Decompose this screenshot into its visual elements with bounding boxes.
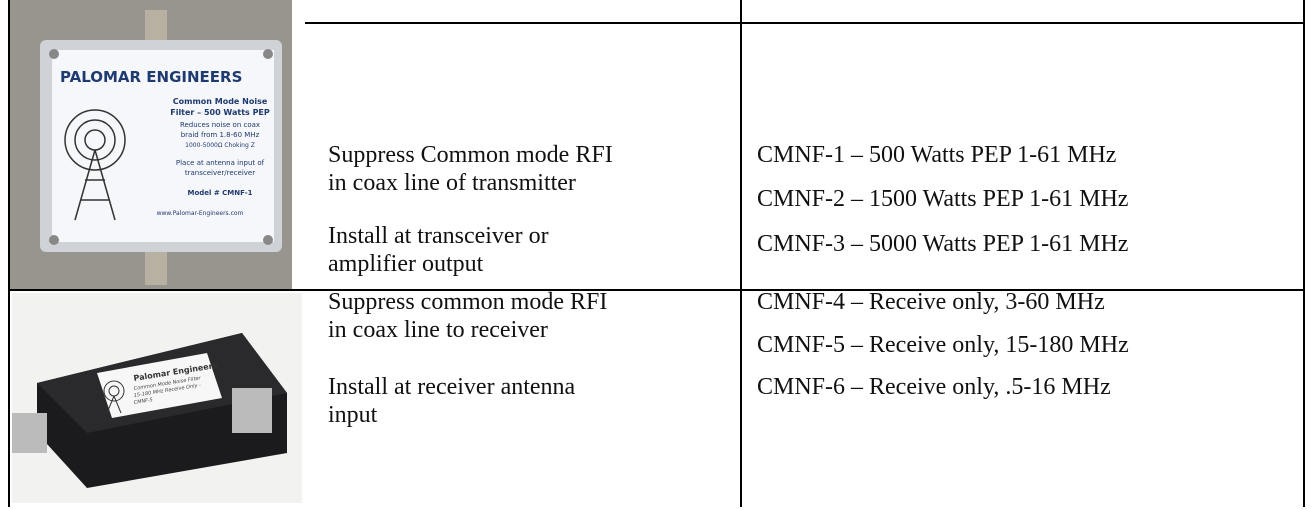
label-text: transceiver/receiver xyxy=(185,169,255,177)
label-text: Common Mode Noise xyxy=(173,97,268,106)
description-line: in coax line of transmitter xyxy=(328,170,576,196)
description-line: amplifier output xyxy=(328,251,484,277)
product-photo: Palomar Engineers Common Mode Noise Filt… xyxy=(12,293,302,503)
label-text: Reduces noise on coax xyxy=(180,121,260,129)
model-line: CMNF-1 – 500 Watts PEP 1-61 MHz xyxy=(757,142,1117,168)
model-line: CMNF-2 – 1500 Watts PEP 1-61 MHz xyxy=(757,186,1129,212)
label-text: braid from 1.8-60 MHz xyxy=(181,131,260,139)
label-text: Filter – 500 Watts PEP xyxy=(170,108,270,117)
table-border xyxy=(8,289,1305,291)
model-line: CMNF-6 – Receive only, .5-16 MHz xyxy=(757,374,1111,400)
description-line: Suppress Common mode RFI xyxy=(328,142,613,168)
product-photo: PALOMAR ENGINEERS Common Mode Noise Filt… xyxy=(10,0,292,289)
description-line: in coax line to receiver xyxy=(328,317,548,343)
table-border xyxy=(740,0,742,507)
label-text: Place at antenna input of xyxy=(176,159,265,167)
description-line: input xyxy=(328,402,378,428)
label-text: www.Palomar-Engineers.com xyxy=(157,210,244,217)
model-line: CMNF-4 – Receive only, 3-60 MHz xyxy=(757,289,1105,315)
model-line: CMNF-3 – 5000 Watts PEP 1-61 MHz xyxy=(757,231,1129,257)
table-border xyxy=(1303,0,1305,507)
label-text: 1000-5000Ω Choking Z xyxy=(185,142,255,149)
model-line: CMNF-5 – Receive only, 15-180 MHz xyxy=(757,332,1129,358)
label-text: Model # CMNF-1 xyxy=(188,189,253,197)
label-text: CMNF-5 xyxy=(133,397,153,406)
label-text: PALOMAR ENGINEERS xyxy=(60,68,242,86)
description-line: Install at receiver antenna xyxy=(328,374,576,400)
description-line: Install at transceiver or xyxy=(328,223,549,249)
table-border xyxy=(305,22,1305,24)
description-line: Suppress common mode RFI xyxy=(328,289,608,315)
table-border xyxy=(8,0,10,507)
